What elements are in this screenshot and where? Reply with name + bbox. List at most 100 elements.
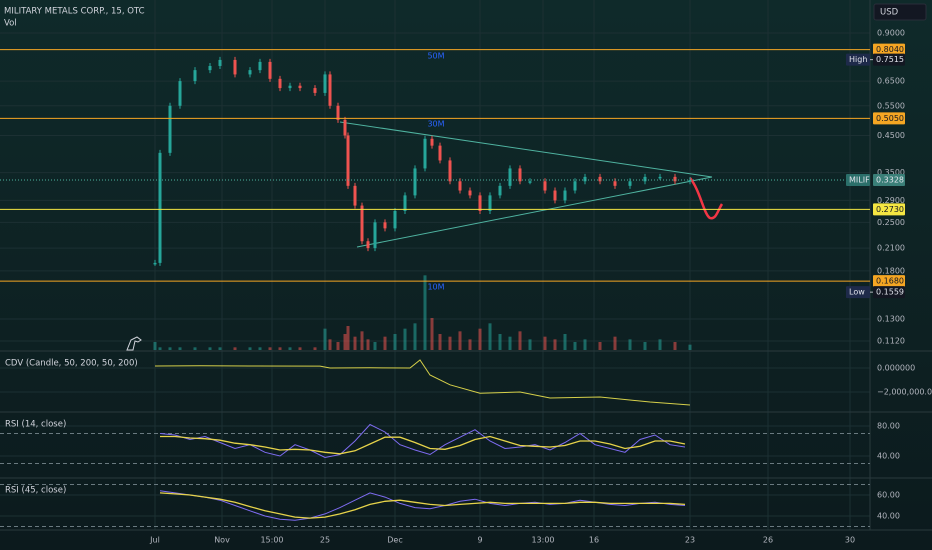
- volume-bar: [598, 342, 602, 350]
- y-tick-label: 0.000000: [877, 363, 915, 372]
- volume-scale-label: 50M: [427, 52, 444, 61]
- y-tick-label: 0.4500: [877, 131, 905, 140]
- volume-bar: [208, 347, 212, 350]
- currency: USD: [880, 8, 899, 18]
- volume-bar: [298, 347, 302, 350]
- y-tick-label: 80.00: [877, 421, 900, 430]
- volume-bar: [278, 347, 282, 350]
- candle: [438, 145, 442, 161]
- x-tick-label: 15:00: [260, 536, 283, 545]
- candle: [563, 190, 567, 201]
- candle: [328, 74, 332, 106]
- candle: [673, 176, 677, 182]
- x-tick-label: Dec: [387, 536, 402, 545]
- volume-bar: [288, 347, 292, 350]
- volume-bar: [573, 342, 577, 350]
- currency-button[interactable]: [873, 3, 927, 21]
- candle: [553, 190, 557, 201]
- y-tick-label: 0.1120: [877, 337, 905, 346]
- volume-bar: [438, 334, 442, 350]
- volume-bar: [268, 347, 272, 350]
- candle: [688, 179, 692, 182]
- indicator-title: RSI (45, close): [5, 486, 66, 496]
- volume-bar: [643, 342, 647, 350]
- candle: [323, 74, 327, 93]
- candle: [218, 59, 222, 66]
- y-tick-label: 0.5500: [877, 101, 905, 110]
- level-label: 0.1680: [876, 277, 904, 286]
- candle: [278, 78, 282, 89]
- triangle-upper: [339, 121, 713, 178]
- price-box: [873, 53, 905, 66]
- candle: [413, 168, 417, 196]
- candle: [383, 222, 387, 229]
- volume-bar: [248, 347, 252, 350]
- indicator-line: [159, 423, 686, 459]
- volume-bar: [373, 342, 377, 350]
- candle: [393, 210, 397, 229]
- candle: [598, 176, 602, 182]
- x-tick-label: 9: [477, 536, 482, 545]
- forecast-curve: [689, 177, 724, 220]
- y-tick-label: 40.00: [877, 512, 900, 521]
- y-tick-label: 0.2900: [877, 196, 905, 205]
- volume-bar: [383, 336, 387, 350]
- volume-bar: [673, 342, 677, 350]
- indicator-title: CDV (Candle, 50, 200, 50, 200): [5, 359, 138, 369]
- candle: [153, 262, 157, 265]
- volume-bar: [448, 336, 452, 350]
- volume-bar: [658, 339, 662, 350]
- price-name-box: [846, 174, 870, 187]
- y-tick-label: 0.1300: [877, 314, 905, 323]
- volume-bar: [258, 347, 262, 350]
- y-tick-label: 0.9000: [877, 28, 905, 37]
- candle: [528, 181, 532, 183]
- volume-bar: [478, 328, 482, 350]
- x-tick-label: 25: [320, 536, 330, 545]
- volume-bar: [346, 326, 350, 350]
- volume-bar: [218, 347, 222, 350]
- candle: [468, 190, 472, 196]
- candle: [478, 195, 482, 211]
- candle: [313, 88, 317, 93]
- volume-bar: [518, 331, 522, 350]
- volume-bar: [688, 344, 692, 350]
- candle: [366, 241, 370, 249]
- x-tick-label: Nov: [214, 536, 230, 545]
- candle: [288, 85, 292, 89]
- candle: [643, 176, 647, 182]
- volume-bar: [468, 339, 472, 350]
- volume-bar: [613, 336, 617, 350]
- candle: [448, 160, 452, 182]
- level-box: [873, 112, 905, 125]
- y-tick-label: −2,000,000.00: [877, 387, 932, 396]
- level-box: [873, 275, 905, 288]
- level-box: [873, 43, 905, 56]
- candle: [346, 135, 350, 186]
- y-tick-label: 0.1800: [877, 266, 905, 275]
- volume-bar: [353, 336, 357, 350]
- x-tick-label: 26: [763, 536, 773, 545]
- volume-bar: [403, 328, 407, 350]
- candle: [583, 176, 587, 182]
- volume-bar: [498, 334, 502, 350]
- x-tick-label: 23: [685, 536, 695, 545]
- volume-bar: [393, 334, 397, 350]
- x-tick-label: Jul: [149, 536, 160, 545]
- volume-bar: [168, 347, 172, 350]
- volume-bar: [488, 323, 492, 350]
- volume-bar: [336, 342, 340, 350]
- candle: [353, 185, 357, 206]
- candle: [430, 138, 434, 146]
- x-tick-label: 13:00: [531, 536, 554, 545]
- y-tick-label: 0.6500: [877, 77, 905, 86]
- logo-icon: [126, 336, 142, 351]
- volume-label: Vol: [4, 19, 17, 29]
- candle: [658, 176, 662, 179]
- candle: [178, 81, 182, 106]
- volume-bar: [233, 347, 237, 350]
- price-label: 0.3328: [876, 176, 904, 185]
- symbol-title: MILITARY METALS CORP., 15, OTC: [4, 7, 145, 17]
